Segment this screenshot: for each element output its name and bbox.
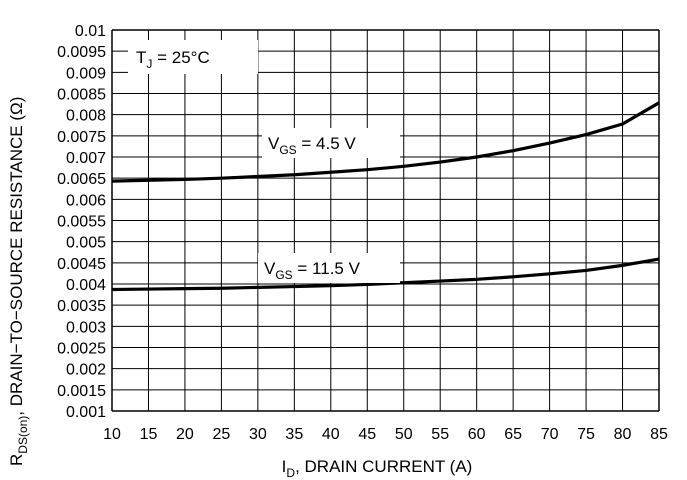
x-tick-label: 35 xyxy=(285,426,303,443)
series-label-1-background xyxy=(262,128,400,158)
x-tick-label: 60 xyxy=(468,426,486,443)
y-tick-label: 0.007 xyxy=(66,150,106,167)
y-tick-label: 0.008 xyxy=(66,108,106,125)
series-label-2-background xyxy=(258,253,400,283)
y-tick-label: 0.0025 xyxy=(57,341,106,358)
x-tick-label: 50 xyxy=(395,426,413,443)
y-tick-label: 0.0075 xyxy=(57,129,106,146)
x-tick-label: 45 xyxy=(358,426,376,443)
x-tick-label: 15 xyxy=(140,426,158,443)
y-tick-label: 0.0045 xyxy=(57,256,106,273)
y-tick-label: 0.0085 xyxy=(57,87,106,104)
x-tick-label: 85 xyxy=(650,426,668,443)
annotation-tj: TJ = 25°C xyxy=(136,48,210,71)
y-tick-label: 0.0035 xyxy=(57,298,106,315)
y-tick-label: 0.009 xyxy=(66,65,106,82)
x-tick-label: 75 xyxy=(577,426,595,443)
y-tick-label: 0.002 xyxy=(66,362,106,379)
y-tick-label: 0.005 xyxy=(66,235,106,252)
x-tick-label: 65 xyxy=(504,426,522,443)
annotation-background xyxy=(128,40,258,74)
y-tick-label: 0.001 xyxy=(66,404,106,421)
series-label-vgs-11-5: VGS = 11.5 V xyxy=(264,259,361,282)
x-tick-label: 20 xyxy=(176,426,194,443)
y-tick-label: 0.0095 xyxy=(57,44,106,61)
x-tick-label: 25 xyxy=(213,426,231,443)
x-axis-label: ID, DRAIN CURRENT (A) xyxy=(282,457,473,480)
y-tick-label: 0.004 xyxy=(66,277,106,294)
y-axis-label: RDS(on), DRAIN−TO−SOURCE RESISTANCE (Ω) xyxy=(7,97,30,466)
x-tick-label: 80 xyxy=(614,426,632,443)
y-tick-label: 0.006 xyxy=(66,192,106,209)
x-tick-label: 10 xyxy=(103,426,121,443)
y-tick-label: 0.0055 xyxy=(57,214,106,231)
x-tick-labels: 10 15 20 25 30 35 40 45 50 55 60 65 70 75 80 85 xyxy=(103,426,668,443)
series-line-2 xyxy=(111,257,660,292)
x-tick-label: 40 xyxy=(322,426,340,443)
y-tick-label: 0.01 xyxy=(75,23,106,40)
x-tick-label: 70 xyxy=(541,426,559,443)
y-tick-labels: 0.001 0.0015 0.002 0.0025 0.003 0.0035 0.004 0.… xyxy=(57,23,106,421)
series-line-1 xyxy=(111,101,660,183)
curves xyxy=(111,101,660,292)
y-tick-label: 0.0065 xyxy=(57,171,106,188)
x-tick-label: 55 xyxy=(431,426,449,443)
series-label-vgs-4-5: VGS = 4.5 V xyxy=(268,134,356,157)
grid xyxy=(111,29,660,412)
y-tick-label: 0.003 xyxy=(66,319,106,336)
y-tick-label: 0.0015 xyxy=(57,383,106,400)
x-tick-label: 30 xyxy=(249,426,267,443)
